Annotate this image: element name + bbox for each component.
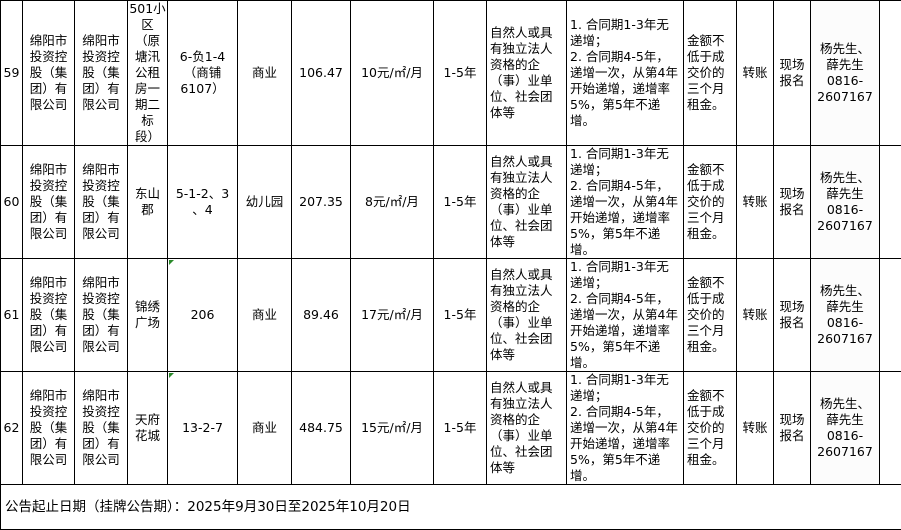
cell-registration: 现场 报名: [774, 146, 811, 259]
cell-qualification: 自然人或具 有独立法人 资格的企 （事）业单 位、社会团 体等: [487, 372, 567, 485]
cell-contact: 杨先生、 薛先生 0816- 2607167: [811, 372, 880, 485]
cell-registration: 现场 报名: [774, 372, 811, 485]
cell-term: 1-5年: [434, 259, 487, 372]
cell-area: 106.47: [292, 1, 351, 146]
cell-owner: 绵阳市 投资控 股（集 团）有 限公司: [23, 372, 75, 485]
cell-manager: 绵阳市 投资控 股（集 团）有 限公司: [75, 1, 128, 146]
cell-payment: 转账: [737, 372, 774, 485]
cell-price: 17元/㎡/月: [351, 259, 434, 372]
cell-contact: 杨先生、 薛先生 0816- 2607167: [811, 146, 880, 259]
cell-usage: 商业: [238, 1, 292, 146]
cell-deposit: 金额不 低于成 交价的 三个月 租金。: [684, 146, 737, 259]
cell-empty: [880, 372, 901, 485]
cell-usage: 商业: [238, 259, 292, 372]
cell-manager: 绵阳市 投资控 股（集 团）有 限公司: [75, 146, 128, 259]
cell-no: 60: [1, 146, 23, 259]
cell-qualification: 自然人或具 有独立法人 资格的企 （事）业单 位、社会团 体等: [487, 1, 567, 146]
cell-area: 484.75: [292, 372, 351, 485]
cell-term: 1-5年: [434, 372, 487, 485]
cell-contact: 杨先生、 薛先生 0816- 2607167: [811, 1, 880, 146]
cell-payment: 转账: [737, 146, 774, 259]
cell-comment-marker: [169, 373, 174, 378]
cell-term: 1-5年: [434, 146, 487, 259]
cell-price: 10元/㎡/月: [351, 1, 434, 146]
cell-qualification: 自然人或具 有独立法人 资格的企 （事）业单 位、社会团 体等: [487, 146, 567, 259]
cell-usage: 幼儿园: [238, 146, 292, 259]
announcement-period: 公告起止日期（挂牌公告期）：2025年9月30日至2025年10月20日: [1, 485, 901, 530]
cell-unit: 13-2-7: [168, 372, 238, 485]
cell-increment: 1. 合同期1-3年无 递增； 2. 合同期4-5年， 递增一次，从第4年 开始…: [567, 259, 684, 372]
cell-area: 207.35: [292, 146, 351, 259]
cell-owner: 绵阳市 投资控 股（集 团）有 限公司: [23, 1, 75, 146]
cell-comment-marker: [169, 260, 174, 265]
cell-payment: 转账: [737, 259, 774, 372]
cell-manager: 绵阳市 投资控 股（集 团）有 限公司: [75, 259, 128, 372]
cell-usage: 商业: [238, 372, 292, 485]
cell-increment: 1. 合同期1-3年无 递增； 2. 合同期4-5年， 递增一次，从第4年 开始…: [567, 146, 684, 259]
cell-contact: 杨先生、 薛先生 0816- 2607167: [811, 259, 880, 372]
cell-price: 8元/㎡/月: [351, 146, 434, 259]
cell-no: 62: [1, 372, 23, 485]
cell-unit: 206: [168, 259, 238, 372]
cell-location: 501小 区 （原 塘汛 公租 房一 期二 标 段）: [128, 1, 168, 146]
cell-registration: 现场 报名: [774, 259, 811, 372]
cell-manager: 绵阳市 投资控 股（集 团）有 限公司: [75, 372, 128, 485]
cell-empty: [880, 259, 901, 372]
cell-term: 1-5年: [434, 1, 487, 146]
cell-empty: [880, 146, 901, 259]
cell-deposit: 金额不 低于成 交价的 三个月 租金。: [684, 372, 737, 485]
cell-owner: 绵阳市 投资控 股（集 团）有 限公司: [23, 146, 75, 259]
cell-location: 天府 花城: [128, 372, 168, 485]
cell-deposit: 金额不 低于成 交价的 三个月 租金。: [684, 1, 737, 146]
cell-owner: 绵阳市 投资控 股（集 团）有 限公司: [23, 259, 75, 372]
cell-registration: 现场 报名: [774, 1, 811, 146]
cell-unit: 5-1-2、3 、4: [168, 146, 238, 259]
cell-location: 东山 郡: [128, 146, 168, 259]
cell-payment: 转账: [737, 1, 774, 146]
cell-location: 锦绣 广场: [128, 259, 168, 372]
cell-empty: [880, 1, 901, 146]
cell-unit: 6-负1-4 （商铺 6107）: [168, 1, 238, 146]
cell-no: 59: [1, 1, 23, 146]
cell-no: 61: [1, 259, 23, 372]
cell-increment: 1. 合同期1-3年无 递增； 2. 合同期4-5年， 递增一次，从第4年 开始…: [567, 372, 684, 485]
cell-area: 89.46: [292, 259, 351, 372]
cell-increment: 1. 合同期1-3年无 递增； 2. 合同期4-5年， 递增一次，从第4年 开始…: [567, 1, 684, 146]
cell-qualification: 自然人或具 有独立法人 资格的企 （事）业单 位、社会团 体等: [487, 259, 567, 372]
cell-price: 15元/㎡/月: [351, 372, 434, 485]
cell-deposit: 金额不 低于成 交价的 三个月 租金。: [684, 259, 737, 372]
footer-row: 公告起止日期（挂牌公告期）：2025年9月30日至2025年10月20日: [1, 485, 901, 530]
